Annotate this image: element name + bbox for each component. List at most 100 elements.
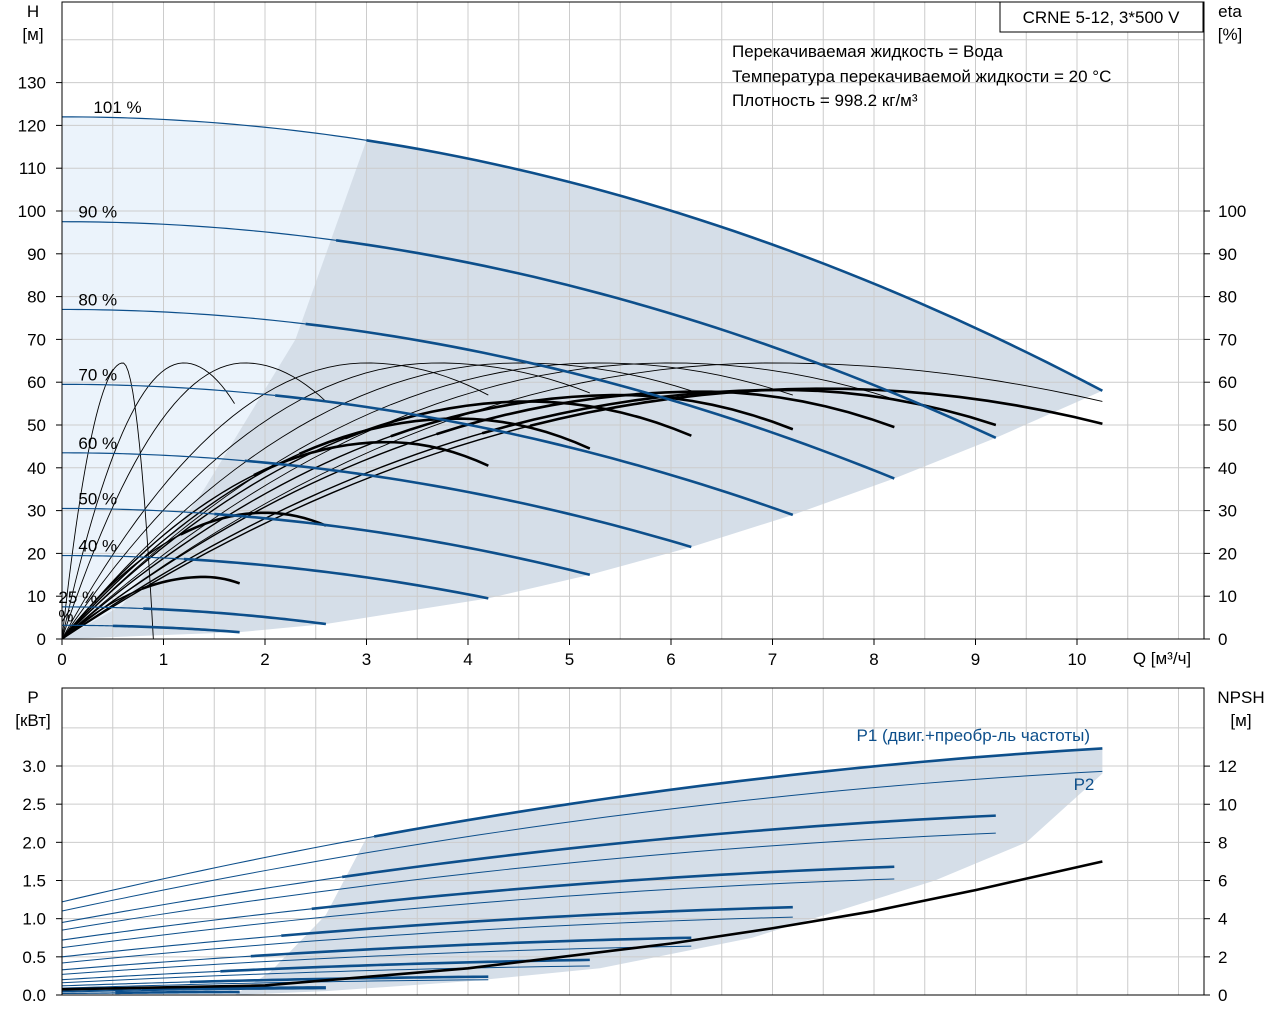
efficiency-curve-bold-3 xyxy=(253,440,489,477)
top-x-tick: 4 xyxy=(463,650,472,669)
efficiency-curve-bold-7 xyxy=(436,390,895,436)
top-y-tick: 40 xyxy=(27,459,46,478)
head-curve-thin-4 xyxy=(61,383,276,397)
top-y2-tick: 0 xyxy=(1218,630,1227,649)
top-y2-tick: 100 xyxy=(1218,202,1246,221)
top-y-tick: 10 xyxy=(27,587,46,606)
efficiency-thin-curve-6 xyxy=(61,362,692,640)
top-y2-tick: 40 xyxy=(1218,459,1237,478)
p1-curve-2 xyxy=(341,814,996,879)
bottom-y-tick: 2.0 xyxy=(22,833,46,852)
p1-curve-thin-3 xyxy=(61,908,312,941)
head-curve-thin-2 xyxy=(61,221,337,241)
head-curve-thin-1 xyxy=(61,116,367,141)
efficiency-thin-curve-5 xyxy=(61,362,590,640)
bottom-y-label-line2: [кВт] xyxy=(15,711,50,730)
p1-curve-thin-1 xyxy=(61,835,375,903)
head-curve-1 xyxy=(366,139,1103,392)
bottom-y-tick: 2.5 xyxy=(22,795,46,814)
model-label-box xyxy=(999,1,1204,33)
bottom-y2-tick-labels: 0 2 4 6 8 10 12 xyxy=(1204,757,1237,1005)
top-y-tick: 20 xyxy=(27,544,46,563)
top-y2-tick: 70 xyxy=(1218,330,1237,349)
p1-curve-thin-9 xyxy=(61,992,116,995)
bottom-y2-tick: 6 xyxy=(1218,872,1227,891)
bottom-curves xyxy=(61,747,1103,995)
top-y-tick: 50 xyxy=(27,416,46,435)
head-efficiency-chart: 0 1 2 3 4 5 6 7 8 9 10 010203040506070809010011012… xyxy=(18,1,1246,669)
top-x-tick: 10 xyxy=(1068,650,1087,669)
efficiency-thin-curve-8 xyxy=(61,362,895,640)
head-curve-thin-7 xyxy=(61,554,184,560)
p2-curve-4 xyxy=(61,916,793,964)
top-y2-tick: 60 xyxy=(1218,373,1237,392)
p1-curve-thin-5 xyxy=(61,955,251,971)
top-y-tick: 90 xyxy=(27,245,46,264)
speed-label-9: % xyxy=(58,606,73,625)
bottom-y2-tick: 10 xyxy=(1218,795,1237,814)
p1-curve-thin-4 xyxy=(61,935,282,958)
head-curve-5 xyxy=(244,459,692,549)
head-curve-thin-3 xyxy=(61,308,306,325)
speed-label-6: 50 % xyxy=(78,489,117,508)
top-x-tick: 5 xyxy=(565,650,574,669)
p2-curve-5 xyxy=(61,945,692,975)
top-y-tick: 120 xyxy=(18,116,46,135)
info-line-density: Плотность = 998.2 кг/м³ xyxy=(732,91,918,110)
top-x-tick: 9 xyxy=(971,650,980,669)
bottom-y-tick: 1.5 xyxy=(22,872,46,891)
p2-curve-1 xyxy=(61,770,1103,912)
efficiency-thin-curve-3 xyxy=(61,362,327,640)
head-curve-4 xyxy=(275,394,794,517)
bottom-y-tick: 0.0 xyxy=(22,986,46,1005)
speed-label-2: 90 % xyxy=(78,203,117,222)
speed-label-8: 25 % xyxy=(58,588,97,607)
top-y-tick: 60 xyxy=(27,373,46,392)
top-y-tick: 30 xyxy=(27,502,46,521)
speed-label-5: 60 % xyxy=(78,434,117,453)
p1-curve-thin-6 xyxy=(61,970,221,981)
bottom-y2-label-line2: [м] xyxy=(1230,711,1251,730)
speed-labels: 101 % 90 % 80 % 70 % 60 % 50 % 40 % 25 %% xyxy=(58,98,141,625)
head-curve-7 xyxy=(183,557,489,600)
top-grid xyxy=(62,2,1204,639)
bottom-y-tick: 1.0 xyxy=(22,910,46,929)
efficiency-thin-curve-9 xyxy=(61,362,1103,640)
top-y2-tick: 50 xyxy=(1218,416,1237,435)
top-y-tick: 110 xyxy=(19,159,46,178)
top-y-tick: 100 xyxy=(18,202,46,221)
top-y2-label-line2: [%] xyxy=(1218,25,1243,44)
p1-curve-4 xyxy=(281,905,793,937)
bottom-envelope-fill xyxy=(234,748,1103,995)
bottom-y-tick-labels: 0.0 0.5 1.0 1.5 2.0 2.5 3.0 xyxy=(22,757,62,1005)
info-line-temperature: Температура перекачиваемой жидкости = 20… xyxy=(732,67,1111,86)
bottom-y-tick: 3.0 xyxy=(22,757,46,776)
speed-label-1: 101 % xyxy=(93,98,141,117)
power-envelope-area xyxy=(234,748,1103,995)
top-y2-tick: 30 xyxy=(1218,502,1237,521)
top-y-tick: 0 xyxy=(37,630,46,649)
bottom-y2-tick: 12 xyxy=(1218,757,1237,776)
top-y-label-line1: H xyxy=(27,2,39,21)
top-y-tick: 80 xyxy=(27,288,46,307)
p2-curve-6 xyxy=(61,965,590,984)
bottom-plot-frame xyxy=(61,687,1205,996)
top-plot-frame xyxy=(61,1,1205,640)
top-y2-tick: 10 xyxy=(1218,587,1237,606)
bottom-y-tick: 0.5 xyxy=(22,948,46,967)
efficiency-thin-curve-1 xyxy=(61,362,154,640)
p2-curve-7 xyxy=(61,979,489,989)
series-label-p1: P1 (двиг.+преобр-ль частоты) xyxy=(857,726,1090,745)
top-x-tick-labels: 0 1 2 3 4 5 6 7 8 9 10 xyxy=(57,639,1086,669)
p1-curve-8 xyxy=(141,986,326,991)
top-y2-tick-labels: 0 10 20 30 40 50 60 70 80 90 100 xyxy=(1204,202,1246,649)
top-x-tick: 7 xyxy=(768,650,777,669)
efficiency-thin-curve-7 xyxy=(61,362,793,640)
top-y2-tick: 20 xyxy=(1218,544,1237,563)
efficiency-curve-bold-9 xyxy=(529,387,1103,427)
head-curve-thin-9 xyxy=(61,624,113,627)
bottom-y2-tick: 8 xyxy=(1218,833,1227,852)
p1-curve-3 xyxy=(311,865,895,911)
efficiency-curve-bold-1 xyxy=(141,575,241,591)
